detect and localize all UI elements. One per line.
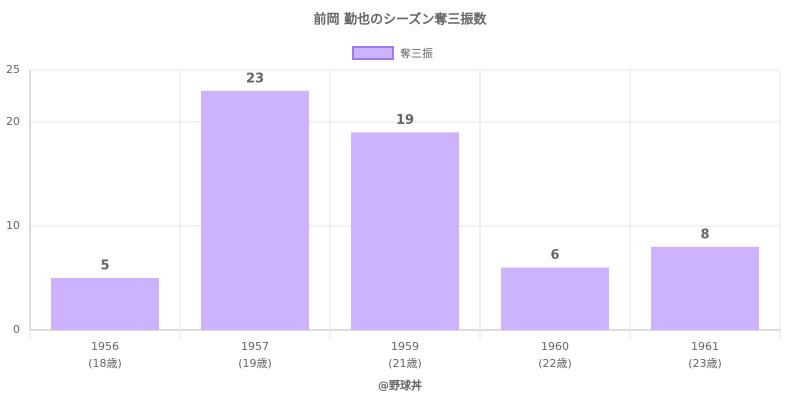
y-tick-label: 10	[6, 219, 20, 232]
x-tick-sublabel: (23歳)	[688, 357, 722, 370]
x-axis-label: @野球丼	[378, 378, 422, 392]
chart-title: 前岡 勤也のシーズン奪三振数	[314, 12, 488, 28]
bar	[651, 246, 759, 330]
x-tick-sublabel: (18歳)	[88, 357, 122, 370]
legend-label: 奪三振	[400, 46, 433, 60]
bar	[351, 132, 459, 330]
x-tick-label: 1961	[691, 340, 719, 353]
bar	[201, 90, 309, 330]
y-tick-label: 25	[6, 63, 20, 76]
bar	[51, 278, 159, 330]
x-tick-label: 1957	[241, 340, 269, 353]
value-label: 5	[100, 259, 109, 274]
x-tick-label: 1956	[91, 340, 119, 353]
x-tick-label: 1959	[391, 340, 419, 353]
value-label: 8	[700, 227, 709, 242]
value-label: 23	[246, 71, 264, 86]
y-tick-label: 0	[13, 323, 20, 336]
legend-swatch	[352, 46, 394, 60]
y-tick-label: 20	[6, 115, 20, 128]
x-tick-sublabel: (19歳)	[238, 357, 272, 370]
x-tick-sublabel: (22歳)	[538, 357, 572, 370]
value-label: 19	[396, 113, 414, 128]
x-tick-sublabel: (21歳)	[388, 357, 422, 370]
bar	[501, 267, 609, 330]
x-tick-label: 1960	[541, 340, 569, 353]
value-label: 6	[550, 248, 559, 263]
